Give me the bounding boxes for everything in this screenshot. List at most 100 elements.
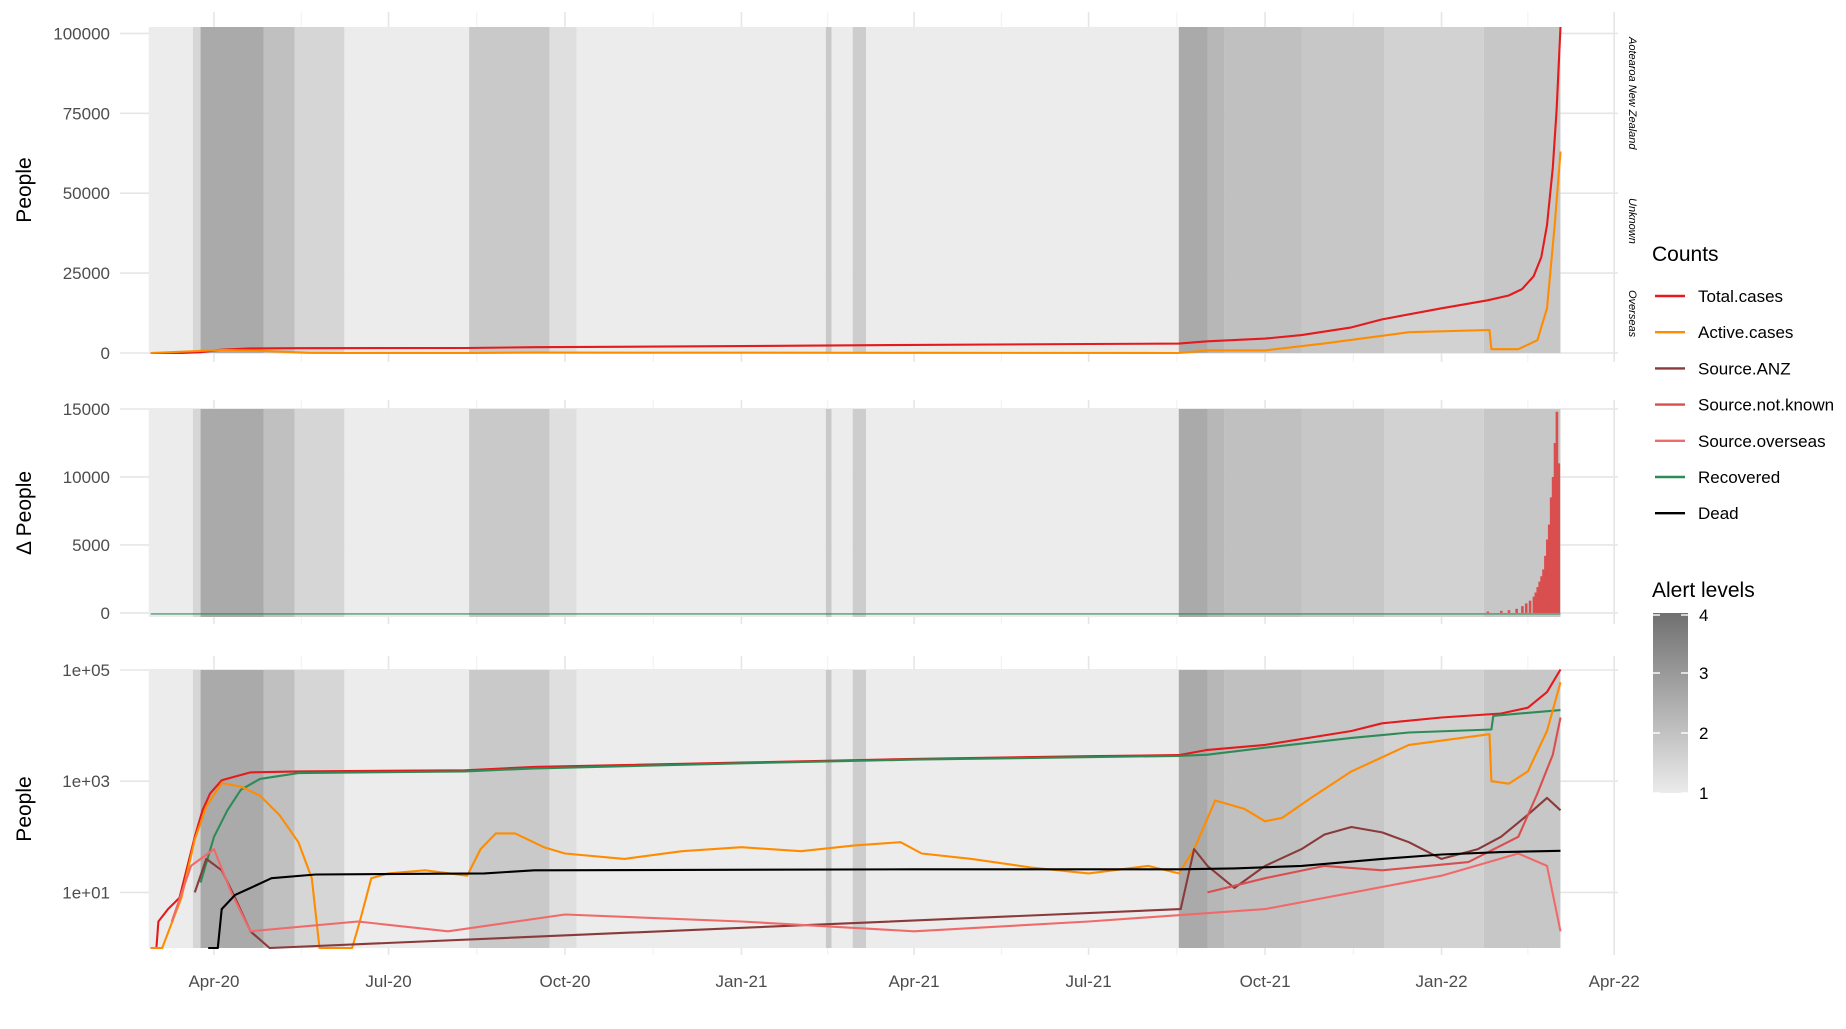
y-tick-labels: 0 5000 10000 15000 <box>63 400 110 623</box>
panel-daily: 0 5000 10000 15000 Δ People <box>13 400 1618 624</box>
x-tick-label: Jan-22 <box>1416 972 1468 991</box>
alert-level-bands <box>148 27 1561 353</box>
alert-band <box>852 27 867 353</box>
alert-band <box>192 27 201 353</box>
series-lines <box>150 668 1562 950</box>
series-line-recovered <box>199 709 1561 883</box>
daily-bar <box>1553 442 1557 613</box>
panel-cumulative: 0 25000 50000 75000 100000 People Aotearoa New… <box>13 12 1638 363</box>
daily-bar <box>1544 555 1547 613</box>
alert-level-label: 3 <box>1699 664 1708 683</box>
x-tick-label: Oct-20 <box>539 972 590 991</box>
legend-label: Recovered <box>1698 468 1780 487</box>
y-tick-label: 15000 <box>63 400 110 419</box>
alert-band <box>576 670 826 948</box>
legend-label: Source.ANZ <box>1698 359 1791 378</box>
y-axis-title: Δ People <box>13 471 36 555</box>
alert-band <box>852 670 867 948</box>
alert-band <box>1301 27 1384 353</box>
legend-label: Active.cases <box>1698 323 1793 342</box>
alert-band <box>1178 27 1208 353</box>
series-line-total-cases <box>150 26 1562 355</box>
series-line-active-cases <box>150 151 1562 355</box>
daily-bar <box>1540 576 1543 613</box>
daily-bar <box>1546 539 1549 613</box>
daily-bar <box>1499 610 1503 613</box>
alert-band <box>192 670 201 948</box>
alert-band <box>148 409 193 617</box>
alert-band <box>469 409 550 617</box>
alert-band <box>294 27 345 353</box>
y-axis-title: People <box>13 776 36 841</box>
alert-band <box>263 409 295 617</box>
y-tick-label: 25000 <box>63 264 110 283</box>
alert-level-label: 1 <box>1699 784 1708 803</box>
y-tick-label: 10000 <box>63 468 110 487</box>
legend-label: Dead <box>1698 504 1739 523</box>
x-tick-label: Jul-21 <box>1065 972 1111 991</box>
source-annotations: Aotearoa New Zealand Unknown Overseas <box>1626 36 1638 338</box>
y-tick-label: 1e+03 <box>62 772 110 791</box>
y-tick-label: 1e+05 <box>62 661 110 680</box>
alert-band <box>1178 409 1208 617</box>
alert-band <box>549 27 577 353</box>
alert-band <box>852 409 867 617</box>
alert-level-bands <box>148 670 1561 948</box>
alert-band <box>1207 670 1225 948</box>
legend-alert-levels: Alert levels 4 3 2 1 <box>1652 579 1755 803</box>
legend-label: Source.not.known <box>1698 396 1834 415</box>
legend-counts: Counts Total.cases Active.cases Source.ANZ S… <box>1652 243 1834 523</box>
alert-band <box>549 670 577 948</box>
alert-band <box>1224 27 1302 353</box>
alert-band <box>1483 27 1561 353</box>
alert-band <box>825 27 832 353</box>
alert-band <box>1383 27 1484 353</box>
panel-log: 1e+01 1e+03 1e+05 People <box>13 656 1618 955</box>
source-annotation: Unknown <box>1626 198 1638 244</box>
alert-band <box>200 409 264 617</box>
alert-band <box>148 27 193 353</box>
alert-band <box>831 670 853 948</box>
alert-band <box>294 670 345 948</box>
legend-label: Source.overseas <box>1698 432 1826 451</box>
alert-band <box>1207 27 1225 353</box>
alert-level-label: 2 <box>1699 724 1708 743</box>
alert-colorbar <box>1653 613 1688 793</box>
series-line-source-not-known <box>1207 717 1562 894</box>
daily-bar <box>1521 606 1524 613</box>
series-line-active-cases <box>150 682 1562 950</box>
x-tick-label: Apr-20 <box>188 972 239 991</box>
alert-level-bands <box>148 409 1561 617</box>
alert-band <box>263 670 295 948</box>
alert-band <box>1207 409 1225 617</box>
daily-bar <box>1557 463 1561 613</box>
daily-bar <box>1555 411 1559 613</box>
source-annotation: Aotearoa New Zealand <box>1626 36 1638 150</box>
x-tick-label: Apr-22 <box>1589 972 1640 991</box>
alert-band <box>294 409 345 617</box>
y-tick-label: 100000 <box>53 24 110 43</box>
y-axis-title: People <box>13 157 36 222</box>
daily-bar <box>1549 497 1553 613</box>
daily-bar <box>1547 524 1551 613</box>
alert-band <box>825 670 832 948</box>
alert-band <box>576 409 826 617</box>
x-tick-label: Jan-21 <box>715 972 767 991</box>
source-annotation: Overseas <box>1626 290 1638 338</box>
daily-bar <box>1534 592 1538 613</box>
series-lines <box>150 26 1562 355</box>
alert-band <box>469 27 550 353</box>
alert-band <box>1383 409 1484 617</box>
alert-band <box>200 670 264 948</box>
alert-band <box>344 27 470 353</box>
legend-alert-title: Alert levels <box>1652 579 1755 602</box>
series-line-dead <box>208 849 1561 950</box>
alert-band <box>549 409 577 617</box>
daily-bar <box>1486 611 1490 613</box>
alert-band <box>1383 670 1484 948</box>
alert-band <box>1301 670 1384 948</box>
y-tick-label: 0 <box>101 604 110 623</box>
y-tick-label: 50000 <box>63 184 110 203</box>
alert-band <box>469 670 550 948</box>
